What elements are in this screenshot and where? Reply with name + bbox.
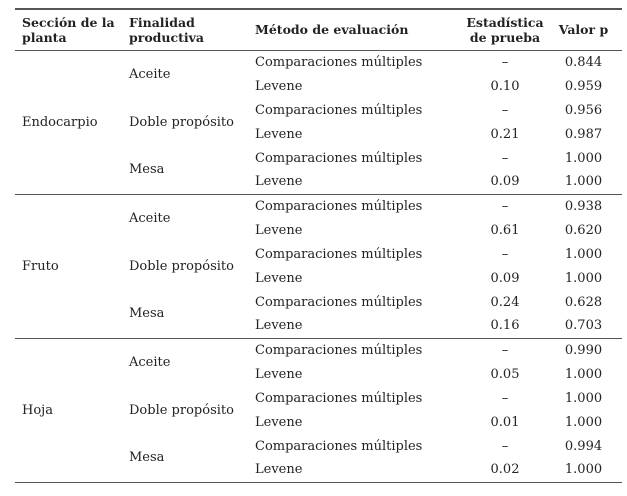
method-cell: Levene [255, 318, 303, 334]
table-row: Levene 0.16 0.703 [15, 314, 622, 338]
statistic-cell: – [501, 54, 509, 70]
purpose-cell: Mesa [129, 162, 165, 178]
header-row: Sección de la planta Finalidad productiv… [15, 9, 622, 50]
purpose-cell: Aceite [129, 210, 171, 226]
table-row: Levene 0.05 1.000 [15, 362, 622, 386]
statistic-cell: 0.05 [490, 366, 520, 382]
statistic-cell: 0.09 [490, 270, 520, 286]
statistic-cell: 0.02 [490, 462, 520, 478]
pvalue-cell: 1.000 [564, 150, 603, 166]
table-row: Doble propósito Comparaciones múltiples – 1… [15, 242, 622, 274]
statistic-cell: 0.01 [490, 414, 520, 430]
pvalue-cell: 1.000 [564, 366, 603, 382]
method-cell: Comparaciones múltiples [255, 198, 423, 214]
header-pvalue: Valor p [558, 22, 609, 38]
method-cell: Comparaciones múltiples [255, 246, 423, 262]
table-row: Levene 0.01 1.000 [15, 410, 622, 434]
statistic-cell: – [501, 102, 509, 118]
header-method: Método de evaluación [255, 22, 409, 38]
pvalue-cell: 1.000 [564, 270, 603, 286]
method-cell: Comparaciones múltiples [255, 342, 423, 358]
method-cell: Comparaciones múltiples [255, 102, 423, 118]
purpose-cell: Doble propósito [129, 114, 234, 130]
purpose-cell: Mesa [129, 306, 165, 322]
pvalue-cell: 0.987 [564, 126, 603, 142]
table-row: Doble propósito Comparaciones múltiples – 0… [15, 98, 622, 130]
method-cell: Comparaciones múltiples [255, 54, 423, 70]
pvalue-cell: 0.990 [564, 342, 603, 358]
header-section: Sección de la planta [22, 14, 115, 45]
pvalue-cell: 0.959 [564, 78, 603, 94]
statistic-cell: 0.10 [490, 78, 520, 94]
purpose-cell: Doble propósito [129, 402, 234, 418]
purpose-cell: Aceite [129, 66, 171, 82]
pvalue-cell: 0.844 [564, 54, 603, 70]
table-row: Mesa Comparaciones múltiples – 1.000 [15, 146, 622, 178]
method-cell: Levene [255, 222, 303, 238]
method-cell: Levene [255, 414, 303, 430]
purpose-cell: Aceite [129, 354, 171, 370]
results-table: Sección de la planta Finalidad productiv… [15, 8, 622, 483]
header-purpose: Finalidad productiva [129, 14, 204, 45]
table-row: Levene 0.10 0.959 [15, 74, 622, 98]
pvalue-cell: 1.000 [564, 414, 603, 430]
statistic-cell: 0.16 [490, 318, 520, 334]
pvalue-cell: 1.000 [564, 462, 603, 478]
method-cell: Comparaciones múltiples [255, 438, 423, 454]
table-header: Sección de la planta Finalidad productiv… [15, 9, 622, 50]
method-cell: Levene [255, 126, 303, 142]
table-row: Levene 0.02 1.000 [15, 458, 622, 482]
pvalue-cell: 0.620 [564, 222, 603, 238]
table-row: Levene 0.09 1.000 [15, 266, 622, 290]
statistic-cell: 0.61 [490, 222, 520, 238]
table-row: Endocarpio Aceite Comparaciones múltiples –… [15, 50, 622, 130]
pvalue-cell: 1.000 [564, 174, 603, 190]
section-cell: Fruto [22, 258, 59, 274]
section-group: Endocarpio Aceite Comparaciones múltiples –… [15, 50, 622, 194]
method-cell: Comparaciones múltiples [255, 390, 423, 406]
pvalue-cell: 0.938 [564, 198, 603, 214]
table-row: Fruto Aceite Comparaciones múltiples – 0.938 [15, 194, 622, 274]
method-cell: Comparaciones múltiples [255, 294, 423, 310]
method-cell: Levene [255, 174, 303, 190]
statistic-cell: 0.24 [490, 294, 520, 310]
statistic-cell: 0.09 [490, 174, 520, 190]
pvalue-cell: 0.956 [564, 102, 603, 118]
statistic-cell: – [501, 390, 509, 406]
table-row: Mesa Comparaciones múltiples – 0.994 [15, 434, 622, 466]
section-group: Hoja Aceite Comparaciones múltiples – 0.990 L… [15, 338, 622, 482]
pvalue-cell: 0.703 [564, 318, 603, 334]
header-statistic: Estadística de prueba [466, 14, 544, 45]
table-row: Levene 0.21 0.987 [15, 122, 622, 146]
pvalue-cell: 1.000 [564, 246, 603, 262]
purpose-cell: Mesa [129, 450, 165, 466]
section-group: Fruto Aceite Comparaciones múltiples – 0.938… [15, 194, 622, 338]
table-row: Mesa Comparaciones múltiples 0.24 0.628 [15, 290, 622, 322]
method-cell: Comparaciones múltiples [255, 150, 423, 166]
statistic-cell: – [501, 438, 509, 454]
method-cell: Levene [255, 78, 303, 94]
statistic-cell: – [501, 246, 509, 262]
section-cell: Endocarpio [22, 114, 98, 130]
statistic-cell: – [501, 150, 509, 166]
pvalue-cell: 1.000 [564, 390, 603, 406]
purpose-cell: Doble propósito [129, 258, 234, 274]
table-row: Doble propósito Comparaciones múltiples – 1… [15, 386, 622, 418]
method-cell: Levene [255, 366, 303, 382]
section-cell: Hoja [22, 402, 53, 418]
pvalue-cell: 0.994 [564, 438, 603, 454]
statistic-cell: – [501, 198, 509, 214]
statistic-cell: 0.21 [490, 126, 520, 142]
table-row: Levene 0.61 0.620 [15, 218, 622, 242]
table-row: Levene 0.09 1.000 [15, 170, 622, 194]
table-row: Hoja Aceite Comparaciones múltiples – 0.990 [15, 338, 622, 418]
statistic-cell: – [501, 342, 509, 358]
pvalue-cell: 0.628 [564, 294, 603, 310]
method-cell: Levene [255, 462, 303, 478]
method-cell: Levene [255, 270, 303, 286]
